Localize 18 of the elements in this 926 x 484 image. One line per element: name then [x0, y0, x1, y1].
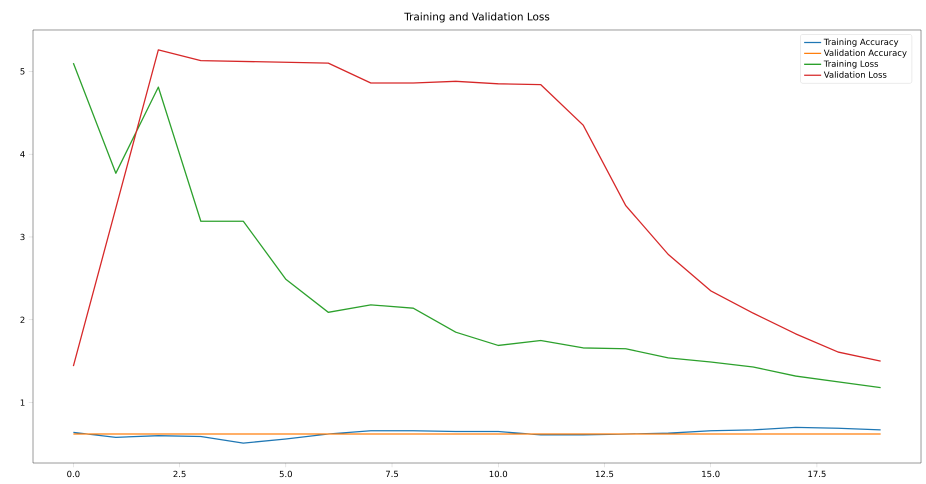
x-tick-label: 0.0	[67, 470, 80, 478]
legend-label: Training Loss	[824, 60, 878, 69]
y-tick-label: 2	[20, 316, 24, 323]
x-tick-label: 2.5	[173, 470, 186, 478]
legend-label: Validation Loss	[824, 71, 886, 78]
legend-label: Validation Accuracy	[824, 49, 907, 58]
x-tick-label: 10.0	[490, 470, 508, 478]
y-tick-label: 5	[20, 68, 24, 75]
x-tick-label: 5.0	[280, 470, 292, 478]
chart-title: Training and Validation Loss	[404, 12, 550, 22]
legend-label: Training Accuracy	[824, 38, 898, 47]
y-tick-label: 1	[20, 399, 24, 406]
x-tick-label: 15.0	[702, 470, 720, 478]
x-tick-label: 17.5	[808, 470, 826, 478]
x-tick-label: 7.5	[386, 470, 398, 478]
y-tick-label: 3	[20, 234, 25, 240]
y-tick-label: 4	[20, 151, 25, 158]
x-tick-label: 12.5	[596, 470, 614, 478]
